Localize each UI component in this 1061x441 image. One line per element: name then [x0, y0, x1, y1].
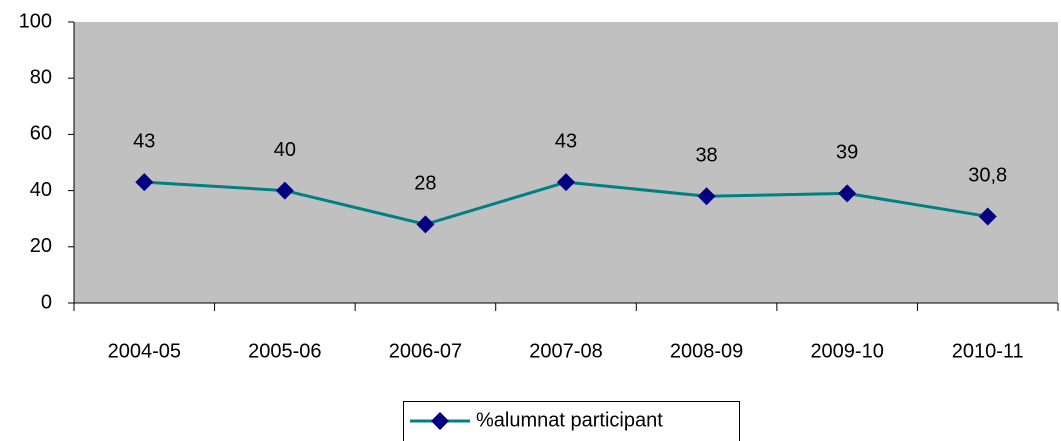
legend-marker [431, 412, 449, 430]
marker [978, 207, 997, 226]
data-label: 39 [836, 142, 858, 164]
x-tick-label: 2010-11 [952, 340, 1024, 362]
marker [416, 215, 435, 234]
y-tick-label: 100 [19, 10, 52, 32]
y-tick-label: 20 [30, 235, 52, 257]
y-tick-label: 0 [41, 291, 52, 313]
data-label: 40 [274, 139, 296, 161]
marker [557, 173, 575, 192]
x-tick-label: 2008-09 [670, 340, 743, 362]
x-tick-label: 2007-08 [529, 340, 602, 362]
x-tick-label: 2004-05 [108, 340, 181, 362]
data-label: 30,8 [968, 165, 1007, 187]
marker [275, 181, 294, 200]
marker [135, 173, 154, 192]
x-tick-label: 2006-07 [389, 340, 462, 362]
marker [697, 187, 716, 206]
legend-label: %alumnat participant [476, 409, 663, 431]
x-tick-label: 2005-06 [248, 340, 321, 362]
plot-area [74, 22, 1058, 303]
data-label: 43 [555, 130, 577, 152]
y-tick-label: 80 [30, 66, 52, 88]
data-label: 38 [695, 145, 717, 167]
data-label: 28 [414, 173, 436, 195]
data-label: 43 [133, 130, 155, 152]
marker [838, 184, 857, 203]
x-tick-label: 2009-10 [810, 340, 883, 362]
y-tick-label: 60 [30, 123, 52, 145]
y-tick-label: 40 [30, 179, 52, 201]
